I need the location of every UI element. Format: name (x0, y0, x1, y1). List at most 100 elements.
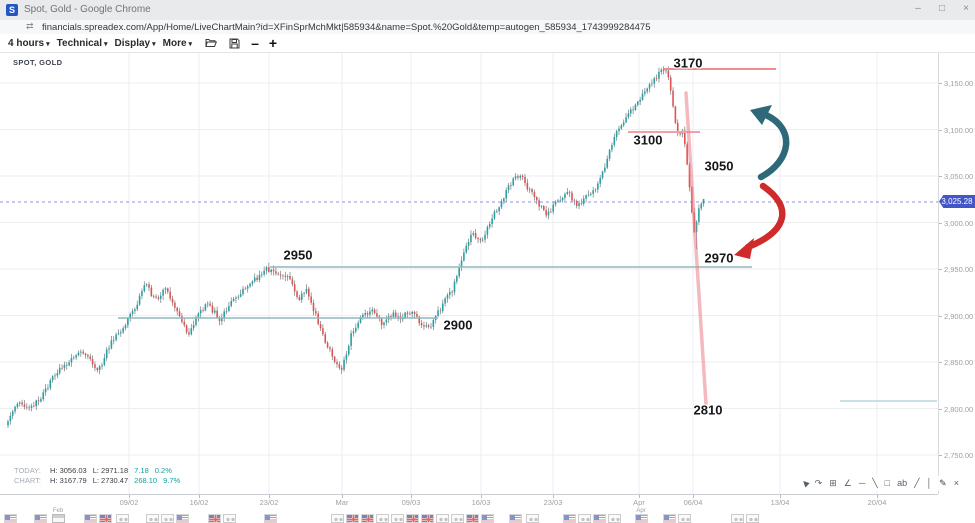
event-flag-us-icon[interactable] (264, 514, 277, 523)
event-flag-us-icon[interactable] (4, 514, 17, 523)
save-icon[interactable] (229, 38, 240, 49)
event-flag-us-icon[interactable] (34, 514, 47, 523)
date-tick (693, 495, 694, 498)
level-label-3050[interactable]: 3050 (704, 158, 734, 174)
event-flag-us-icon[interactable] (84, 514, 97, 523)
level-label-2900[interactable]: 2900 (443, 317, 473, 333)
horizontal-line-tool-icon[interactable]: ─ (858, 478, 866, 488)
date-tick (199, 495, 200, 498)
event-flag-eu-icon[interactable] (391, 514, 404, 523)
event-flag-uk-icon[interactable] (99, 514, 112, 523)
level-label-3170[interactable]: 3170 (673, 55, 703, 71)
price-axis-label: 3,000.00 (944, 218, 974, 228)
close-button[interactable]: × (963, 3, 969, 14)
event-flag-us-icon[interactable] (481, 514, 494, 523)
event-flag-uk-icon[interactable] (421, 514, 434, 523)
event-flag-eu-icon[interactable] (436, 514, 449, 523)
level-label-2970[interactable]: 2970 (704, 250, 734, 266)
event-flag-uk-icon[interactable] (466, 514, 479, 523)
brush-tool-icon[interactable]: ✎ (939, 478, 947, 488)
date-axis-label: 16/03 (471, 498, 491, 507)
event-flag-us-icon[interactable] (563, 514, 576, 523)
date-axis-label: 13/04 (770, 498, 790, 507)
legend-high: H: 3056.03 (50, 466, 87, 475)
event-flag-cal-icon[interactable] (52, 514, 65, 523)
curved-arrow-tool-icon[interactable]: ↷ (814, 478, 823, 488)
minimize-button[interactable]: – (915, 3, 921, 14)
price-axis-label: 3,100.00 (944, 125, 974, 135)
event-flag-eu-icon[interactable] (331, 514, 344, 523)
event-flag-eu-icon[interactable] (223, 514, 236, 523)
more-label: More (162, 37, 187, 49)
event-flag-eu-icon[interactable] (146, 514, 159, 523)
pointer-tool-icon[interactable]: ▶ (799, 478, 810, 489)
event-flag-eu-icon[interactable] (116, 514, 129, 523)
event-flag-us-icon[interactable] (593, 514, 606, 523)
more-dropdown[interactable]: More ▾ (163, 38, 192, 49)
url-text[interactable]: financials.spreadex.com/App/Home/LiveCha… (42, 22, 651, 33)
grid-tool-icon[interactable]: ⊞ (829, 478, 837, 488)
maximize-button[interactable]: □ (938, 3, 946, 14)
date-axis[interactable]: 09/02 16/02 23/02 Mar 09/03 16/03 23/03 Apr 06/0… (0, 494, 938, 509)
event-flag-eu-icon[interactable] (608, 514, 621, 523)
trend-angle-tool-icon[interactable]: ∠ (843, 478, 852, 488)
technical-dropdown[interactable]: Technical ▾ (57, 38, 108, 49)
close-toolbar-icon[interactable]: × (953, 478, 959, 488)
event-flag-uk-icon[interactable] (361, 514, 374, 523)
window-titlebar: S Spot, Gold - Google Chrome – □ × (0, 0, 975, 21)
event-flag-us-icon[interactable] (663, 514, 676, 523)
teal-curved-arrow[interactable] (757, 111, 790, 181)
price-tick (939, 129, 942, 131)
event-flag-eu-icon[interactable] (526, 514, 539, 523)
price-axis[interactable]: 3,150.00 3,100.00 3,050.00 3,000.00 2,950.00… (938, 53, 975, 494)
chevron-down-icon: ▾ (46, 40, 50, 48)
price-tick (939, 269, 942, 270)
date-axis-label: Mar (335, 498, 349, 507)
tab-switch-icon[interactable]: ⇄ (26, 21, 34, 31)
chevron-down-icon: ▾ (152, 40, 156, 48)
event-flag-uk-icon[interactable] (406, 514, 419, 523)
date-tick (342, 495, 343, 498)
display-dropdown[interactable]: Display ▾ (115, 38, 156, 49)
candles-group[interactable] (7, 66, 705, 429)
event-flag-eu-icon[interactable] (746, 514, 759, 523)
event-flag-eu-icon[interactable] (376, 514, 389, 523)
date-axis-label: Apr (633, 498, 645, 507)
candlestick-plot[interactable] (0, 53, 938, 494)
chevron-down-icon: ▾ (188, 40, 193, 48)
interval-dropdown[interactable]: 4 hours ▾ (8, 38, 50, 49)
red-curved-arrow[interactable] (744, 182, 786, 251)
zoom-in-button[interactable]: + (268, 35, 278, 51)
text-tool-icon[interactable]: ab (897, 478, 908, 488)
legend-high: H: 3167.79 (50, 476, 87, 485)
price-tick (939, 222, 942, 224)
event-flag-us-icon[interactable] (509, 514, 522, 523)
open-folder-icon[interactable] (205, 38, 218, 48)
ray-tool-icon[interactable]: ╱ (914, 478, 920, 488)
event-flag-uk-icon[interactable] (346, 514, 359, 523)
level-label-2950[interactable]: 2950 (283, 247, 313, 263)
vertical-line-tool-icon[interactable]: │ (926, 478, 933, 488)
zoom-out-button[interactable]: – (251, 35, 259, 51)
event-flag-eu-icon[interactable] (161, 514, 174, 523)
event-flag-us-icon[interactable] (635, 514, 648, 523)
event-flag-eu-icon[interactable] (578, 514, 591, 523)
event-flag-eu-icon[interactable] (731, 514, 744, 523)
price-tick (939, 315, 942, 317)
event-flag-eu-icon[interactable] (678, 514, 691, 523)
url-bar[interactable]: ⇄ financials.spreadex.com/App/Home/LiveC… (0, 20, 975, 35)
rectangle-tool-icon[interactable]: □ (884, 478, 891, 488)
legend-change: 7.18 (134, 466, 149, 475)
event-flag-us-icon[interactable] (176, 514, 189, 523)
projection-trend-line[interactable] (684, 91, 708, 406)
legend-low: L: 2971.18 (92, 466, 129, 475)
trend-line-tool-icon[interactable]: ╲ (872, 478, 878, 488)
price-axis-label: 3,050.00 (944, 172, 974, 181)
price-tick (939, 83, 942, 84)
event-flag-eu-icon[interactable] (451, 514, 464, 523)
level-label-2810[interactable]: 2810 (693, 402, 723, 418)
price-tick (939, 362, 942, 363)
event-flag-uk-icon[interactable] (208, 514, 221, 523)
level-label-3100[interactable]: 3100 (633, 132, 663, 148)
